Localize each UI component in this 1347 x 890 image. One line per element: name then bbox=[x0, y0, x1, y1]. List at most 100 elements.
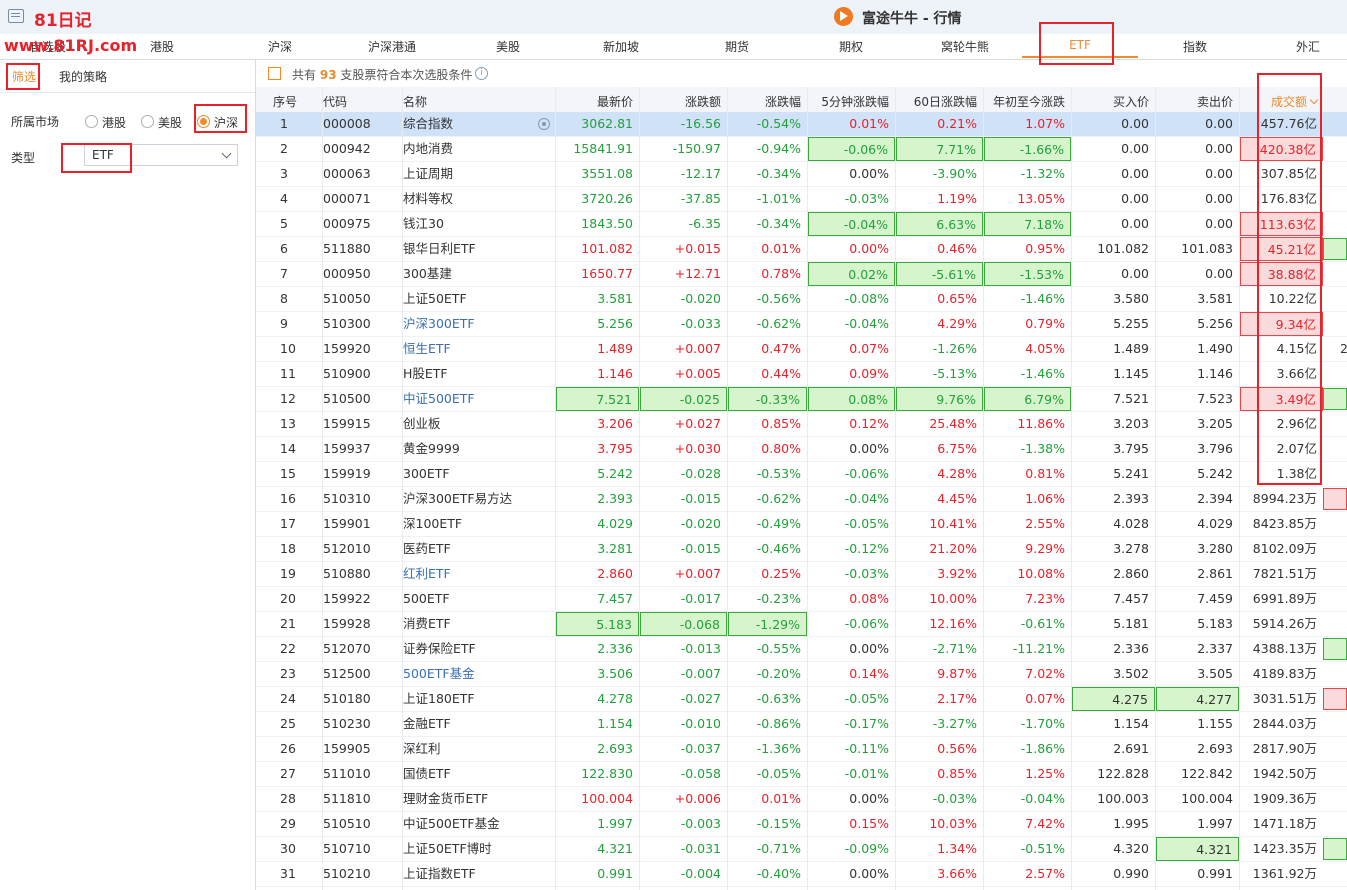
tab-my-strategy[interactable]: 我的策略 bbox=[59, 70, 108, 84]
cell-name[interactable]: 上证50ETF博时 bbox=[403, 841, 492, 856]
tab-etf[interactable]: ETF bbox=[1069, 38, 1091, 52]
cell-name[interactable]: 银华日利ETF bbox=[403, 241, 476, 256]
cell-name[interactable]: 中证500ETF基金 bbox=[403, 816, 500, 831]
menu-icon[interactable] bbox=[8, 9, 24, 23]
table-row[interactable]: 3 000063 上证周期 3551.08 -12.17 -0.34% 0.00% -3.90… bbox=[256, 162, 1347, 187]
cell-name[interactable]: 沪深300ETF bbox=[403, 316, 475, 331]
table-row[interactable]: 14 159937 黄金9999 3.795 +0.030 0.80% 0.00% 6.75%… bbox=[256, 437, 1347, 462]
table-row[interactable]: 30 510710 上证50ETF博时 4.321 -0.031 -0.71% -0.09%… bbox=[256, 837, 1347, 862]
header-change[interactable]: 涨跌额 bbox=[685, 93, 721, 110]
table-row[interactable]: 18 512010 医药ETF 3.281 -0.015 -0.46% -0.12% 21.2… bbox=[256, 537, 1347, 562]
cell-name[interactable]: 黄金9999 bbox=[403, 441, 460, 456]
table-row[interactable]: 26 159905 深红利 2.693 -0.037 -1.36% -0.11% 0.56% -… bbox=[256, 737, 1347, 762]
table-row[interactable]: 2 000942 内地消费 15841.91 -150.97 -0.94% -0.06% 7.… bbox=[256, 137, 1347, 162]
tab-sg[interactable]: 新加坡 bbox=[602, 40, 640, 54]
cell-name[interactable]: 上证180ETF bbox=[403, 691, 475, 706]
table-row[interactable]: 17 159901 深100ETF 4.029 -0.020 -0.49% -0.05% 10… bbox=[256, 512, 1347, 537]
cell-name[interactable]: 300ETF bbox=[403, 466, 450, 481]
header-5min[interactable]: 5分钟涨跌幅 bbox=[821, 93, 889, 110]
table-row[interactable]: 27 511010 国债ETF 122.830 -0.058 -0.05% -0.01% 0.… bbox=[256, 762, 1347, 787]
table-row[interactable]: 28 511810 理财金货币ETF 100.004 +0.006 0.01% 0.00% -… bbox=[256, 787, 1347, 812]
header-turnover[interactable]: 成交额 bbox=[1271, 93, 1319, 110]
cell-name[interactable]: 内地消费 bbox=[403, 141, 454, 156]
table-row[interactable]: 10 159920 恒生ETF 1.489 +0.007 0.47% 0.07% -1.26%… bbox=[256, 337, 1347, 362]
cell-no: 26 bbox=[280, 741, 296, 756]
table-row[interactable]: 1 000008 综合指数 3062.81 -16.56 -0.54% 0.01% 0.21%… bbox=[256, 112, 1347, 137]
cell-name[interactable]: 综合指数 bbox=[403, 116, 454, 131]
cell-name[interactable]: 恒生ETF bbox=[403, 341, 451, 356]
cell-name[interactable]: 500ETF基金 bbox=[403, 666, 475, 681]
cell-name[interactable]: 沪深300ETF易方达 bbox=[403, 491, 513, 506]
select-all-checkbox[interactable] bbox=[268, 67, 281, 80]
header-ytd[interactable]: 年初至今涨跌 bbox=[993, 93, 1065, 110]
table-row[interactable]: 6 511880 银华日利ETF 101.082 +0.015 0.01% 0.00% 0.4… bbox=[256, 237, 1347, 262]
sort-desc-icon[interactable] bbox=[1309, 95, 1319, 105]
table-row[interactable]: 15 159919 300ETF 5.242 -0.028 -0.53% -0.06% 4.2… bbox=[256, 462, 1347, 487]
radio-us[interactable]: 美股 bbox=[141, 114, 182, 130]
header-no[interactable]: 序号 bbox=[273, 93, 297, 110]
table-row[interactable]: 25 510230 金融ETF 1.154 -0.010 -0.86% -0.17% -3.2… bbox=[256, 712, 1347, 737]
cell-name[interactable]: 上证50ETF bbox=[403, 291, 467, 306]
cell-name[interactable]: 钱江30 bbox=[403, 216, 444, 231]
table-row[interactable]: 31 510210 上证指数ETF 0.991 -0.004 -0.40% 0.00% 3.6… bbox=[256, 862, 1347, 887]
cell-name[interactable]: 中证500ETF bbox=[403, 391, 475, 406]
tab-futures[interactable]: 期货 bbox=[724, 40, 750, 54]
tab-shsz[interactable]: 沪深 bbox=[267, 40, 293, 54]
table-row[interactable]: 22 512070 证券保险ETF 2.336 -0.013 -0.55% 0.00% -2.… bbox=[256, 637, 1347, 662]
tab-warrants[interactable]: 窝轮牛熊 bbox=[940, 40, 990, 54]
cell-name[interactable]: 深红利 bbox=[403, 741, 441, 756]
tab-connect[interactable]: 沪深港通 bbox=[367, 40, 417, 54]
cell-name[interactable]: 国债ETF bbox=[403, 766, 451, 781]
table-row[interactable]: 29 510510 中证500ETF基金 1.997 -0.003 -0.15% 0.15%… bbox=[256, 812, 1347, 837]
cell-name[interactable]: 上证指数ETF bbox=[403, 866, 476, 881]
table-row[interactable]: 19 510880 红利ETF 2.860 +0.007 0.25% -0.03% 3.92%… bbox=[256, 562, 1347, 587]
tab-hk[interactable]: 港股 bbox=[149, 40, 175, 54]
table-row[interactable]: 13 159915 创业板 3.206 +0.027 0.85% 0.12% 25.48% 11… bbox=[256, 412, 1347, 437]
cell-name[interactable]: 金融ETF bbox=[403, 716, 451, 731]
table-row[interactable]: 20 159922 500ETF 7.457 -0.017 -0.23% 0.08% 10.0… bbox=[256, 587, 1347, 612]
cell-name[interactable]: 材料等权 bbox=[403, 191, 454, 206]
tab-forex[interactable]: 外汇 bbox=[1295, 40, 1321, 54]
header-60d[interactable]: 60日涨跌幅 bbox=[914, 93, 977, 110]
cell-pct: -0.62% bbox=[756, 316, 801, 331]
header-name[interactable]: 名称 bbox=[403, 93, 427, 110]
table-row[interactable]: 24 510180 上证180ETF 4.278 -0.027 -0.63% -0.05% 2… bbox=[256, 687, 1347, 712]
table-row[interactable]: 9 510300 沪深300ETF 5.256 -0.033 -0.62% -0.04% 4.… bbox=[256, 312, 1347, 337]
cell-name[interactable]: 500ETF bbox=[403, 591, 450, 606]
cell-name[interactable]: 300基建 bbox=[403, 266, 452, 281]
cell-name[interactable]: 上证周期 bbox=[403, 166, 454, 181]
type-select[interactable]: ETF bbox=[84, 144, 238, 166]
table-row[interactable]: 21 159928 消费ETF 5.183 -0.068 -1.29% -0.06% 12.1… bbox=[256, 612, 1347, 637]
header-code[interactable]: 代码 bbox=[323, 93, 347, 110]
eye-icon[interactable] bbox=[538, 118, 550, 130]
table-row[interactable]: 7 000950 300基建 1650.77 +12.71 0.78% 0.02% -5.61… bbox=[256, 262, 1347, 287]
radio-hk[interactable]: 港股 bbox=[85, 114, 126, 130]
tab-index[interactable]: 指数 bbox=[1182, 40, 1208, 54]
cell-name[interactable]: 消费ETF bbox=[403, 616, 451, 631]
table-row[interactable]: 16 510310 沪深300ETF易方达 2.393 -0.015 -0.62% -0.0… bbox=[256, 487, 1347, 512]
table-row[interactable]: 8 510050 上证50ETF 3.581 -0.020 -0.56% -0.08% 0.6… bbox=[256, 287, 1347, 312]
table-row[interactable]: 4 000071 材料等权 3720.26 -37.85 -1.01% -0.03% 1.19… bbox=[256, 187, 1347, 212]
table-row[interactable]: 12 510500 中证500ETF 7.521 -0.025 -0.33% 0.08% 9.… bbox=[256, 387, 1347, 412]
cell-name[interactable]: 证券保险ETF bbox=[403, 641, 476, 656]
header-pct[interactable]: 涨跌幅 bbox=[765, 93, 801, 110]
cell-name[interactable]: H股ETF bbox=[403, 366, 448, 381]
cell-no: 19 bbox=[280, 566, 296, 581]
table-row[interactable]: 5 000975 钱江30 1843.50 -6.35 -0.34% -0.04% 6.63%… bbox=[256, 212, 1347, 237]
tab-watchlist[interactable]: 自选股 bbox=[29, 40, 67, 54]
header-bid[interactable]: 买入价 bbox=[1113, 93, 1149, 110]
table-row[interactable]: 23 512500 500ETF基金 3.506 -0.007 -0.20% 0.14% 9.… bbox=[256, 662, 1347, 687]
cell-name[interactable]: 创业板 bbox=[403, 416, 441, 431]
tab-options[interactable]: 期权 bbox=[838, 40, 864, 54]
table-row[interactable]: 11 510900 H股ETF 1.146 +0.005 0.44% 0.09% -5.13%… bbox=[256, 362, 1347, 387]
tab-filter[interactable]: 筛选 bbox=[12, 70, 37, 84]
radio-shsz[interactable]: 沪深 bbox=[197, 114, 238, 130]
header-price[interactable]: 最新价 bbox=[597, 93, 633, 110]
header-ask[interactable]: 卖出价 bbox=[1197, 93, 1233, 110]
cell-name[interactable]: 红利ETF bbox=[403, 566, 451, 581]
cell-name[interactable]: 深100ETF bbox=[403, 516, 463, 531]
cell-name[interactable]: 理财金货币ETF bbox=[403, 791, 489, 806]
info-icon[interactable]: i bbox=[475, 67, 488, 80]
cell-name[interactable]: 医药ETF bbox=[403, 541, 451, 556]
tab-us[interactable]: 美股 bbox=[495, 40, 521, 54]
